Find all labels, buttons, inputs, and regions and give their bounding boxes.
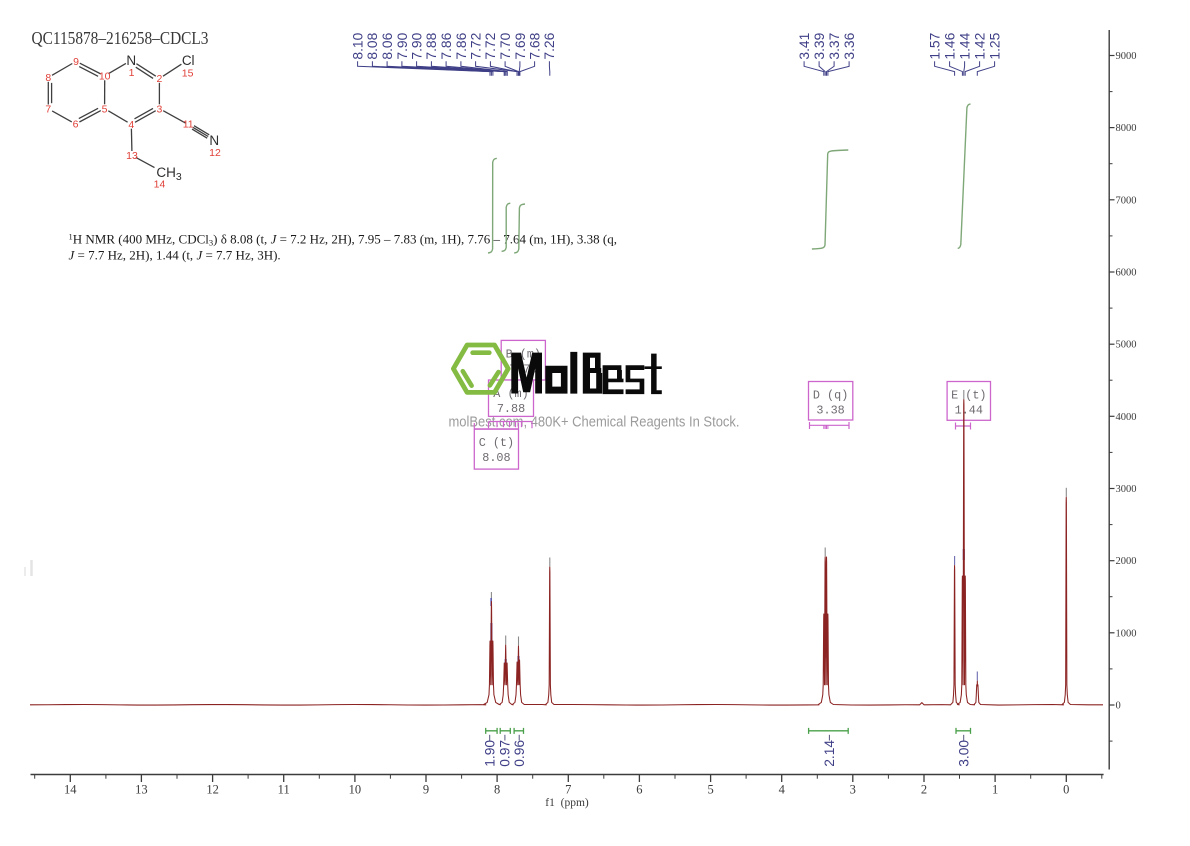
svg-text:7.90: 7.90	[410, 32, 425, 59]
svg-text:1.42: 1.42	[973, 33, 988, 60]
svg-text:1.46: 1.46	[943, 32, 958, 59]
svg-text:7.72: 7.72	[483, 33, 498, 60]
svg-text:f1 (ppm): f1 (ppm)	[545, 797, 589, 809]
svg-text:1.25: 1.25	[988, 32, 1003, 59]
svg-text:1000: 1000	[1116, 628, 1137, 639]
svg-text:1.57: 1.57	[928, 33, 943, 60]
svg-text:2: 2	[156, 73, 162, 85]
svg-text:8000: 8000	[1116, 123, 1137, 134]
svg-text:7.86: 7.86	[454, 32, 469, 59]
svg-text:7.26: 7.26	[542, 32, 557, 59]
svg-text:8: 8	[494, 783, 500, 797]
svg-text:7.70: 7.70	[498, 32, 513, 59]
svg-text:9000: 9000	[1116, 51, 1137, 62]
svg-text:0: 0	[1063, 783, 1069, 797]
svg-text:E (t): E (t)	[951, 389, 986, 403]
svg-text:1.44: 1.44	[955, 404, 983, 418]
svg-text:6: 6	[73, 119, 79, 131]
svg-text:0: 0	[1116, 701, 1121, 712]
svg-text:0.96: 0.96	[512, 740, 527, 767]
svg-text:2000: 2000	[1116, 556, 1137, 567]
svg-text:8.08: 8.08	[482, 451, 510, 465]
svg-text:3.41: 3.41	[797, 33, 812, 60]
svg-text:10: 10	[99, 71, 111, 83]
svg-text:1H NMR (400 MHz, CDCl3) δ 8.08: 1H NMR (400 MHz, CDCl3) δ 8.08 (t, J = 7…	[69, 232, 617, 248]
svg-text:7.86: 7.86	[439, 32, 454, 59]
svg-text:6: 6	[636, 783, 642, 797]
svg-text:3000: 3000	[1116, 484, 1137, 495]
svg-text:13: 13	[126, 150, 138, 162]
svg-text:9: 9	[423, 783, 429, 797]
svg-text:1.44: 1.44	[958, 32, 973, 59]
svg-text:1.90: 1.90	[482, 740, 497, 767]
svg-text:12: 12	[206, 783, 219, 797]
svg-text:3.37: 3.37	[827, 33, 842, 60]
svg-text:3.00: 3.00	[956, 740, 971, 767]
svg-text:14: 14	[64, 783, 77, 797]
svg-text:4: 4	[779, 783, 786, 797]
svg-text:11: 11	[278, 783, 290, 797]
svg-text:10: 10	[349, 783, 362, 797]
svg-text:7000: 7000	[1116, 195, 1137, 206]
svg-text:QC115878–216258–CDCL3: QC115878–216258–CDCL3	[32, 28, 209, 48]
svg-text:12: 12	[209, 147, 221, 159]
svg-text:J = 7.7 Hz, 2H), 1.44 (t, J =: J = 7.7 Hz, 2H), 1.44 (t, J = 7.7 Hz, 3H…	[69, 248, 281, 263]
svg-text:2.14: 2.14	[822, 740, 837, 767]
svg-text:5: 5	[102, 103, 108, 115]
svg-text:C (t): C (t)	[479, 436, 514, 450]
svg-text:7.88: 7.88	[424, 32, 439, 59]
svg-text:3.39: 3.39	[812, 32, 827, 59]
svg-text:8.10: 8.10	[351, 32, 366, 59]
svg-text:8: 8	[45, 72, 51, 84]
svg-text:7.72: 7.72	[469, 33, 484, 60]
svg-text:1: 1	[129, 67, 135, 79]
svg-text:7.68: 7.68	[528, 32, 543, 59]
svg-text:15: 15	[182, 67, 194, 79]
svg-text:6000: 6000	[1116, 268, 1137, 279]
svg-text:7: 7	[45, 104, 51, 116]
svg-text:11: 11	[183, 118, 194, 130]
svg-text:3: 3	[156, 103, 162, 115]
svg-text:7: 7	[565, 783, 571, 797]
svg-text:0.97: 0.97	[498, 740, 513, 767]
svg-text:4: 4	[128, 119, 134, 131]
svg-text:N: N	[209, 133, 219, 148]
svg-text:2: 2	[921, 783, 927, 797]
svg-text:1: 1	[992, 783, 998, 797]
svg-text:5000: 5000	[1116, 340, 1137, 351]
svg-text:3.36: 3.36	[842, 32, 857, 59]
svg-text:5: 5	[707, 783, 713, 797]
svg-text:14: 14	[154, 178, 166, 190]
svg-text:3: 3	[850, 783, 856, 797]
svg-text:13: 13	[135, 783, 148, 797]
svg-text:8.06: 8.06	[380, 32, 395, 59]
svg-text:4000: 4000	[1116, 412, 1137, 423]
svg-text:D (q): D (q)	[813, 389, 848, 403]
svg-text:Cl: Cl	[182, 53, 195, 68]
svg-text:7.69: 7.69	[513, 32, 528, 59]
svg-text:8.08: 8.08	[365, 32, 380, 59]
svg-text:9: 9	[73, 56, 79, 68]
svg-text:3.38: 3.38	[816, 404, 844, 418]
svg-text:7.90: 7.90	[395, 32, 410, 59]
